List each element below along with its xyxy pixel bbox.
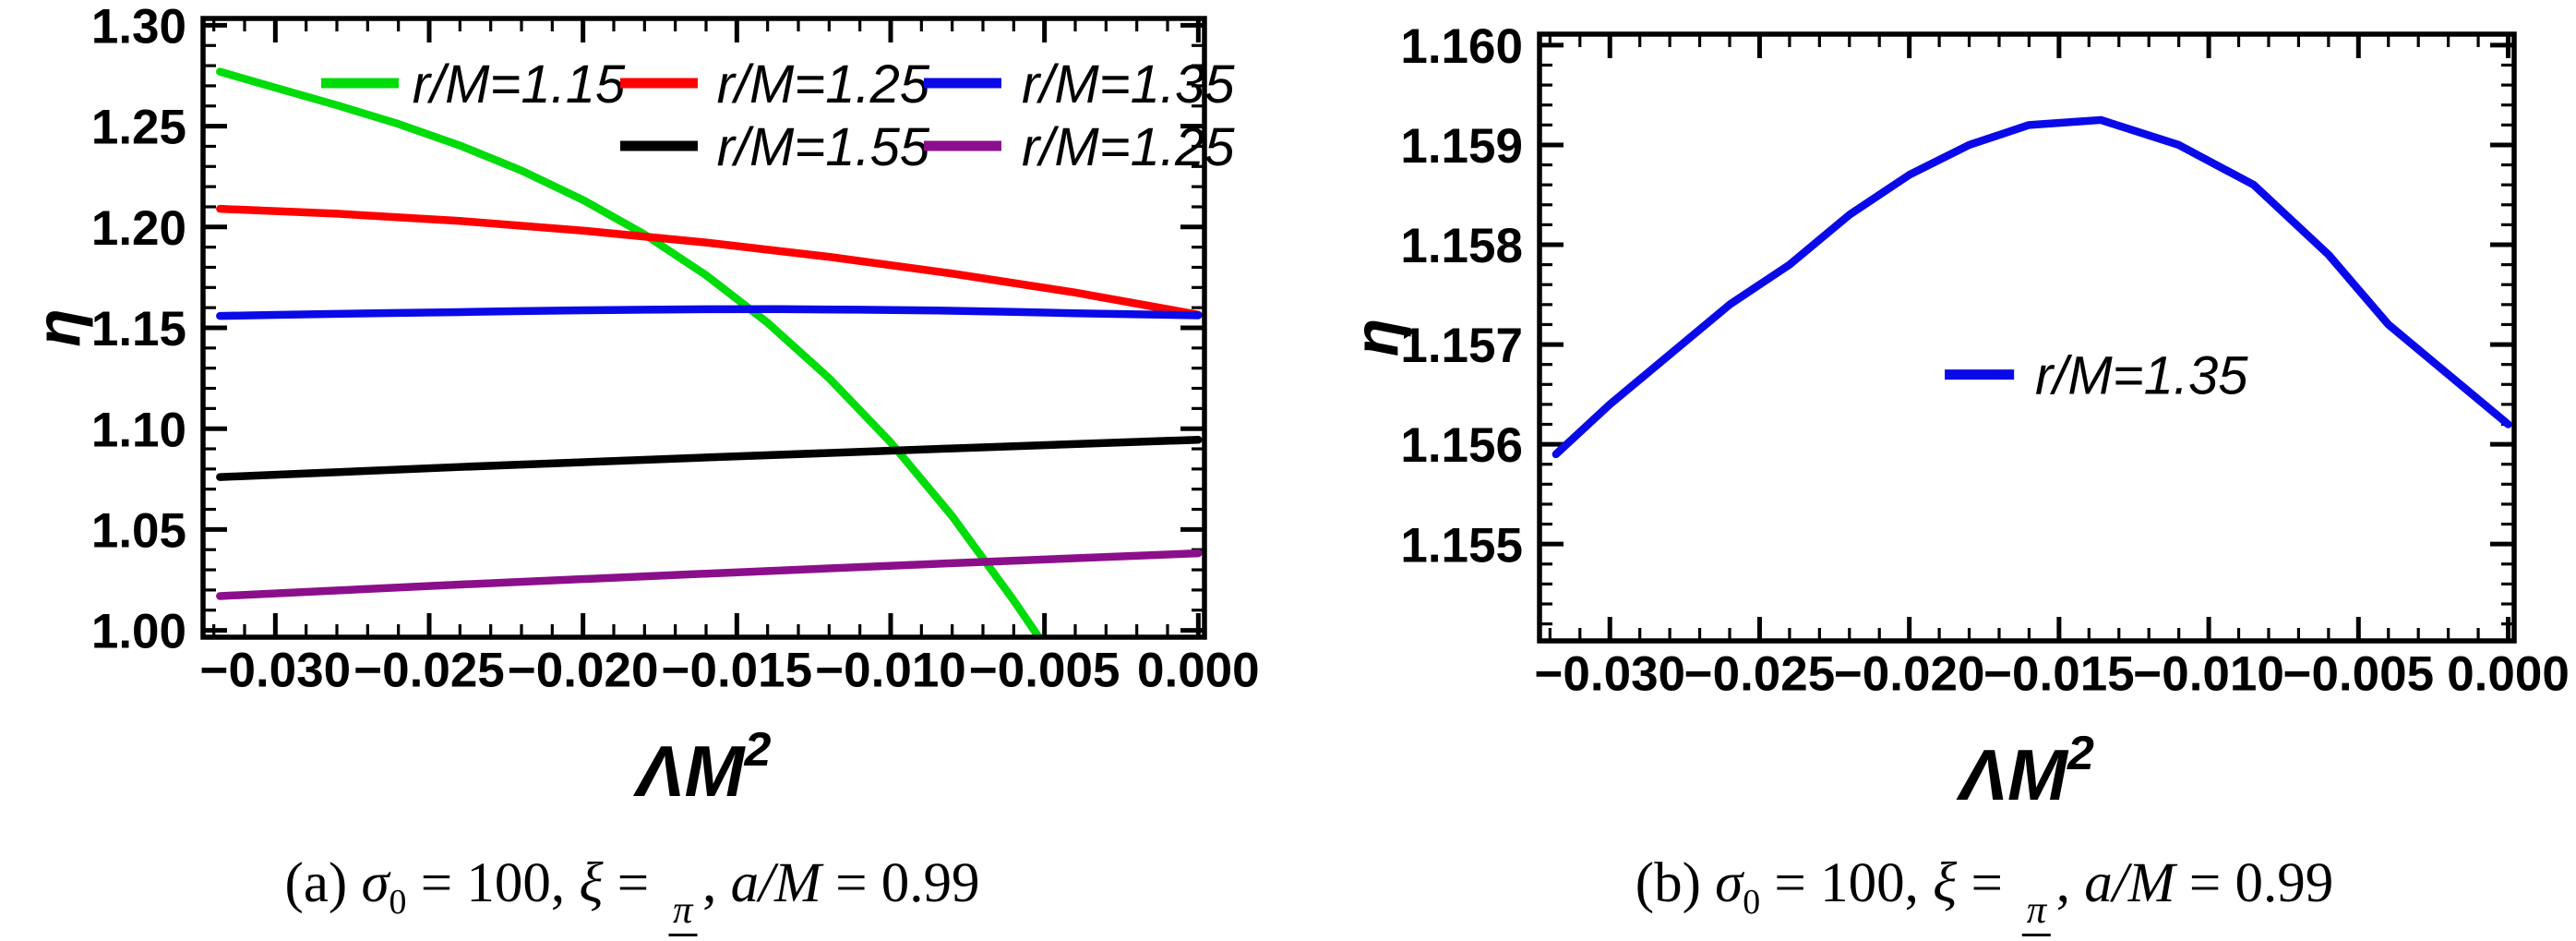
y-axis-tick-label: 1.30 [91, 0, 186, 54]
y-axis-tick-label: 1.155 [1400, 518, 1523, 573]
y-axis-tick-label: 1.159 [1400, 119, 1523, 174]
series-line-r-M-1.35 [1552, 115, 2512, 459]
y-axis-tick-label: 1.156 [1400, 418, 1523, 473]
legend-label: r/M=1.15 [413, 54, 626, 115]
x-axis-tick-label: −0.025 [353, 644, 505, 698]
caption-text-part: (a) [284, 852, 362, 914]
caption-text-part: = 0.99 [821, 852, 980, 914]
y-axis-tick-label: 1.00 [91, 605, 186, 659]
caption-text-part: a/M [730, 852, 821, 914]
series-line-r-M-1.35 [216, 305, 1203, 320]
legend-label: r/M=1.55 [717, 117, 930, 177]
y-axis-title: η [1341, 319, 1411, 357]
x-axis-tick-label: −0.030 [200, 644, 352, 698]
fraction-denominator: 12 [2017, 936, 2056, 941]
caption-a: (a) σ0 = 100, ξ = π12, a/M = 0.99 [285, 851, 980, 941]
caption-text-part: = 0.99 [2175, 852, 2334, 914]
caption-text-part: = [603, 852, 664, 914]
caption-text-part: a/M [2084, 852, 2175, 914]
y-axis-tick-label: 1.157 [1400, 319, 1523, 373]
legend-label: r/M=1.35 [2035, 345, 2248, 405]
fraction-numerator: π [2021, 890, 2052, 937]
y-axis-tick-label: 1.20 [91, 201, 186, 256]
caption-text-part: , [702, 852, 731, 914]
y-axis-title: η [23, 308, 93, 347]
series-line-r-M-1.25 [216, 549, 1203, 600]
caption-text-part: σ [1715, 852, 1743, 914]
x-axis-tick-label: −0.015 [662, 644, 813, 698]
x-axis-tick-label: −0.030 [1534, 647, 1685, 702]
caption-text-part: (b) [1635, 852, 1716, 914]
series-line-r-M-1.25 [216, 204, 1203, 320]
x-axis-tick-label: −0.010 [2133, 647, 2284, 702]
caption-subscript: 0 [1743, 883, 1761, 923]
x-axis-tick-label: 0.000 [1137, 644, 1260, 698]
caption-text-part: σ [361, 852, 389, 914]
x-axis-title: ΛM2 [1956, 727, 2094, 815]
plot-frame-a [200, 16, 1207, 640]
legend-label: r/M=1.35 [1022, 54, 1235, 115]
fraction-numerator: π [668, 890, 698, 937]
caption-text-part: ξ [579, 852, 604, 914]
y-axis-tick-label: 1.25 [91, 101, 186, 155]
caption-text-part: , [2055, 852, 2085, 914]
caption-fraction: π12 [2017, 890, 2056, 941]
caption-text-part: = 100, [406, 852, 580, 914]
legend-label: r/M=1.25 [1022, 117, 1235, 177]
y-axis-tick-label: 1.158 [1400, 219, 1523, 273]
caption-b: (b) σ0 = 100, ξ = π12, a/M = 0.99 [1635, 851, 2333, 941]
y-axis-tick-label: 1.15 [91, 302, 186, 356]
x-axis-tick-label: −0.005 [969, 644, 1120, 698]
caption-fraction: π12 [663, 890, 702, 941]
x-axis-tick-label: −0.020 [1834, 647, 1985, 702]
y-axis-tick-label: 1.160 [1400, 19, 1523, 74]
fraction-denominator: 12 [663, 936, 702, 941]
y-axis-tick-label: 1.10 [91, 403, 186, 457]
series-line-r-M-1.55 [216, 435, 1203, 481]
caption-text-part: = [1957, 852, 2018, 914]
x-axis-tick-label: 0.000 [2447, 647, 2570, 702]
x-axis-tick-label: −0.005 [2283, 647, 2435, 702]
plot-frame-b [1537, 31, 2517, 644]
caption-subscript: 0 [389, 883, 407, 923]
plot-panel-b: −0.030−0.025−0.020−0.015−0.010−0.005 0.00… [1341, 19, 2569, 815]
caption-text-part: = 100, [1760, 852, 1934, 914]
x-axis-tick-label: −0.015 [1983, 647, 2135, 702]
x-axis-title: ΛM2 [633, 723, 772, 812]
y-axis-tick-label: 1.05 [91, 503, 186, 558]
x-axis-tick-label: −0.010 [815, 644, 966, 698]
x-axis-tick-label: −0.025 [1684, 647, 1836, 702]
plot-panel-a: −0.030 −0.025 −0.020 −0.015 −0.010 −0.005 0.00… [23, 0, 1259, 812]
caption-text-part: ξ [1933, 852, 1958, 914]
legend-label: r/M=1.25 [717, 54, 930, 115]
x-axis-tick-label: −0.020 [508, 644, 659, 698]
